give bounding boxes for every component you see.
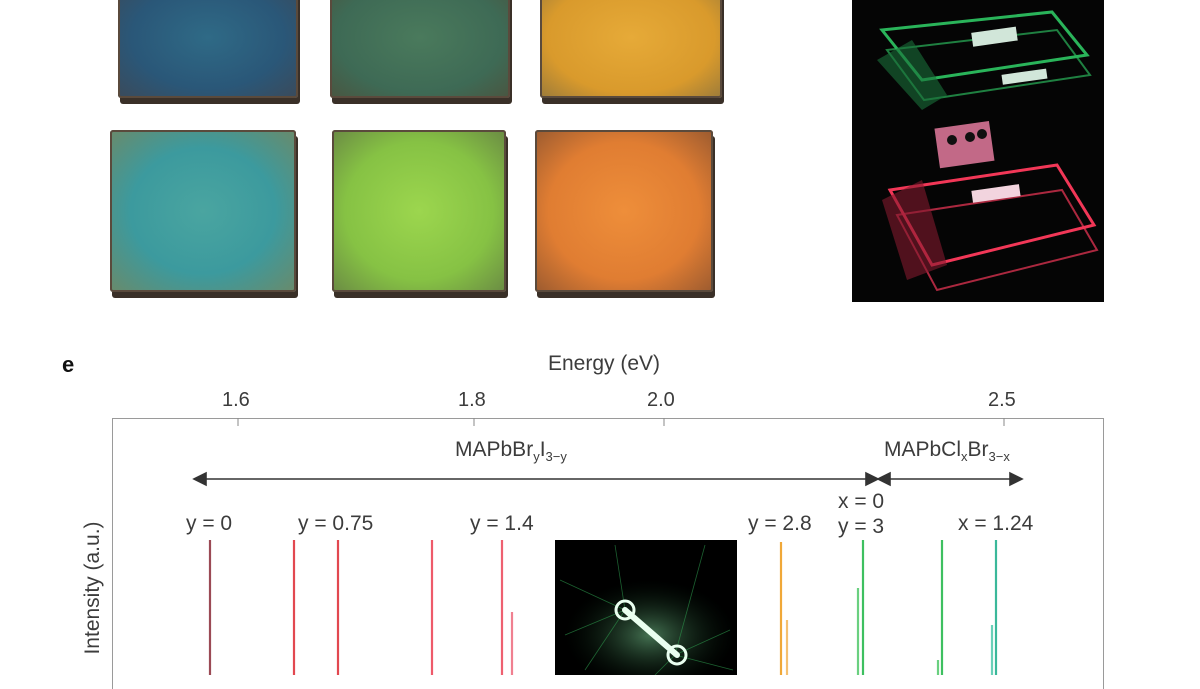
nanowire-illustration bbox=[559, 544, 735, 675]
plot-overlay bbox=[192, 418, 1024, 675]
sample-cyan bbox=[110, 130, 296, 292]
energy-tick-1.8: 1.8 bbox=[458, 389, 486, 411]
nanowire-inset bbox=[555, 540, 737, 675]
peak-label-x124: x = 1.24 bbox=[958, 512, 1034, 535]
sample-dark-green bbox=[330, 0, 510, 98]
energy-axis-title: Energy (eV) bbox=[548, 352, 661, 375]
plot-frame bbox=[112, 418, 1104, 689]
peak-label-y14: y = 1.4 bbox=[470, 512, 534, 535]
sample-orange bbox=[535, 130, 713, 292]
energy-tick-1.6: 1.6 bbox=[222, 389, 250, 411]
peak-label-x0: x = 0 bbox=[838, 490, 885, 513]
device-illustration bbox=[877, 10, 1099, 292]
device-photo bbox=[852, 0, 1104, 302]
energy-tick-2.5: 2.5 bbox=[988, 389, 1016, 411]
panel-letter: e bbox=[62, 352, 75, 377]
sample-blue bbox=[118, 0, 298, 98]
group-label-chloride-bromide: MAPbClxBr3−x bbox=[884, 438, 1010, 465]
peak-label-y3: y = 3 bbox=[838, 515, 885, 538]
peak-label-y0: y = 0 bbox=[186, 512, 233, 535]
intensity-axis-title: Intensity (a.u.) bbox=[81, 521, 104, 655]
group-label-bromide-iodide: MAPbBryI3−y bbox=[455, 438, 567, 465]
peak-label-y28: y = 2.8 bbox=[748, 512, 812, 535]
sample-amber bbox=[540, 0, 722, 98]
peak-label-y075: y = 0.75 bbox=[298, 512, 374, 535]
energy-tick-2.0: 2.0 bbox=[647, 389, 675, 411]
sample-lime bbox=[332, 130, 506, 292]
